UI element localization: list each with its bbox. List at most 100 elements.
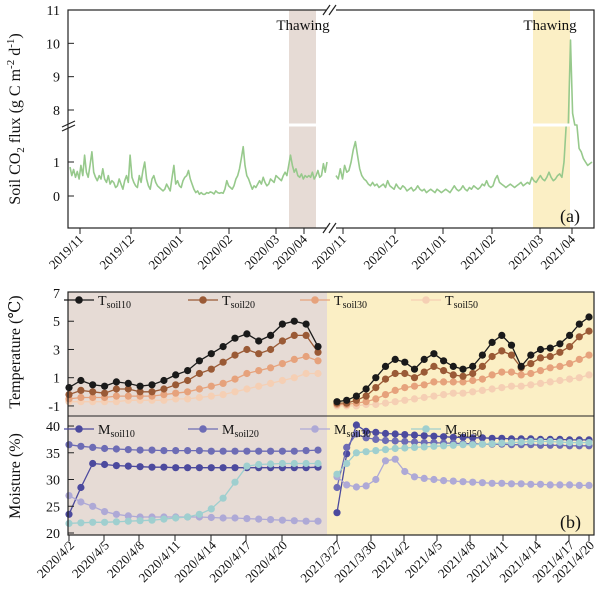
- temperature-point-Tsoil50: [478, 386, 486, 394]
- temperature-point-Tsoil30: [517, 371, 525, 379]
- moisture-point-Msoil50: [546, 437, 554, 446]
- moisture-line-Msoil50-2020: [68, 462, 318, 525]
- flux-x-tick-label: 2020/12: [360, 232, 401, 273]
- soil-shade-2021: [327, 292, 594, 535]
- temperature-legend-label-sub: soil50: [454, 300, 478, 311]
- temperature-point-Tsoil10: [459, 365, 467, 373]
- temperature-line-Tsoil30-2020: [68, 355, 319, 400]
- temperature-point-Tsoil50: [372, 400, 380, 409]
- moisture-legend-label-base: M: [445, 423, 458, 438]
- moisture-point-Msoil10: [449, 433, 457, 441]
- flux-x-tick-label: 2021/01: [408, 232, 449, 273]
- moisture-point-Msoil50: [314, 459, 322, 468]
- temperature-point-Tsoil20: [401, 369, 409, 378]
- temperature-point-Tsoil50: [459, 389, 467, 397]
- flux-x-tick-label: 2020/11: [309, 232, 349, 272]
- temperature-point-Tsoil50: [430, 392, 438, 400]
- temperature-point-Tsoil30: [420, 381, 428, 389]
- temperature-point-Tsoil10: [585, 313, 593, 321]
- moisture-point-Msoil10: [101, 460, 109, 469]
- temperature-point-Tsoil20: [160, 385, 168, 393]
- moisture-point-Msoil20: [243, 447, 251, 455]
- flux-ylabel-mid: d: [7, 48, 24, 60]
- temperature-point-Tsoil50: [184, 395, 192, 403]
- temperature-point-Tsoil50: [440, 391, 448, 399]
- moisture-point-Msoil30: [112, 510, 120, 518]
- moisture-point-Msoil20: [65, 441, 73, 449]
- moisture-point-Msoil10: [77, 483, 85, 492]
- temperature-point-Tsoil10: [195, 357, 203, 365]
- temperature-point-Tsoil50: [410, 395, 419, 403]
- moisture-point-Msoil50: [410, 443, 419, 451]
- temperature-point-Tsoil50: [585, 371, 593, 379]
- temperature-y-tick-label: 7: [53, 287, 60, 302]
- temperature-line-Tsoil20-2020: [68, 334, 319, 396]
- soil-x-ticks: 2020/4/22020/4/52020/4/82020/4/112020/4/…: [34, 535, 597, 585]
- moisture-point-Msoil20: [352, 430, 360, 438]
- temperature-legend-label-base: T: [334, 294, 343, 309]
- temperature-legend-label: Tsoil20: [222, 294, 255, 311]
- moisture-point-Msoil10: [381, 429, 390, 438]
- moisture-point-Msoil30: [566, 481, 574, 489]
- moisture-point-Msoil50: [267, 460, 275, 468]
- moisture-point-Msoil30: [440, 477, 448, 485]
- temperature-point-Tsoil20: [77, 386, 85, 394]
- temperature-point-Tsoil50: [401, 396, 409, 404]
- temperature-point-Tsoil30: [527, 369, 535, 378]
- temperature-point-Tsoil20: [391, 369, 399, 378]
- moisture-point-Msoil20: [410, 438, 419, 446]
- moisture-point-Msoil20: [278, 447, 286, 455]
- moisture-y-ticks: 20 25 30 35 40: [46, 420, 74, 542]
- moisture-point-Msoil30: [449, 477, 457, 485]
- moisture-point-Msoil10: [89, 459, 97, 468]
- temperature-line-Tsoil10-2020: [68, 320, 319, 389]
- temperature-point-Tsoil30: [469, 376, 477, 385]
- temperature-point-Tsoil50: [536, 379, 545, 387]
- temperature-point-Tsoil20: [585, 327, 593, 335]
- temperature-point-Tsoil50: [243, 385, 251, 393]
- temperature-point-Tsoil30: [231, 375, 239, 383]
- temperature-point-Tsoil20: [536, 354, 545, 362]
- moisture-point-Msoil10: [184, 464, 192, 472]
- moisture-point-Msoil10: [391, 430, 399, 438]
- moisture-point-Msoil10: [352, 421, 360, 429]
- temperature-point-Tsoil20: [172, 381, 180, 389]
- temperature-point-Tsoil20: [302, 331, 310, 339]
- temperature-point-Tsoil30: [302, 352, 310, 361]
- moisture-point-Msoil50: [352, 449, 360, 457]
- moisture-point-Msoil30: [459, 478, 467, 486]
- temperature-point-Tsoil10: [449, 362, 457, 370]
- moisture-legend-label-sub: soil20: [234, 429, 258, 440]
- flux-y-ticks: 8 9 10 11 0 1: [46, 4, 74, 205]
- moisture-point-Msoil20: [255, 447, 263, 455]
- moisture-point-Msoil50: [333, 470, 341, 478]
- moisture-point-Msoil10: [420, 432, 428, 440]
- moisture-point-Msoil20: [112, 445, 120, 453]
- moisture-point-Msoil30: [478, 479, 486, 487]
- flux-y-tick-label: 1: [53, 156, 60, 171]
- moisture-point-Msoil20: [381, 436, 390, 445]
- soil-shade-2020: [68, 292, 327, 535]
- moisture-point-Msoil30: [243, 515, 251, 523]
- temperature-point-Tsoil10: [536, 345, 545, 354]
- moisture-point-Msoil50: [575, 439, 583, 447]
- temperature-point-Tsoil10: [333, 398, 341, 406]
- temperature-point-Tsoil20: [372, 384, 380, 392]
- moisture-legend-label-base: M: [334, 423, 347, 438]
- flux-ylabel-sup2: -1: [5, 39, 17, 48]
- flux-x-tick-label: 2019/11: [46, 232, 86, 272]
- temperature-point-Tsoil20: [231, 351, 239, 359]
- moisture-point-Msoil30: [536, 480, 545, 488]
- temperature-point-Tsoil10: [546, 344, 554, 352]
- moisture-point-Msoil50: [77, 519, 85, 527]
- thawing-label-2021: Thawing: [523, 18, 577, 34]
- moisture-point-Msoil50: [89, 518, 97, 526]
- flux-line-2: [335, 39, 593, 194]
- moisture-point-Msoil50: [517, 438, 525, 446]
- moisture-legend: Msoil10 Msoil20 Msoil30 Msoil50: [64, 423, 482, 440]
- temperature-legend-marker: [75, 296, 83, 304]
- moisture-point-Msoil30: [231, 514, 239, 522]
- moisture-point-Msoil30: [352, 483, 360, 491]
- moisture-legend-marker: [422, 425, 430, 433]
- moisture-point-Msoil10: [195, 464, 203, 472]
